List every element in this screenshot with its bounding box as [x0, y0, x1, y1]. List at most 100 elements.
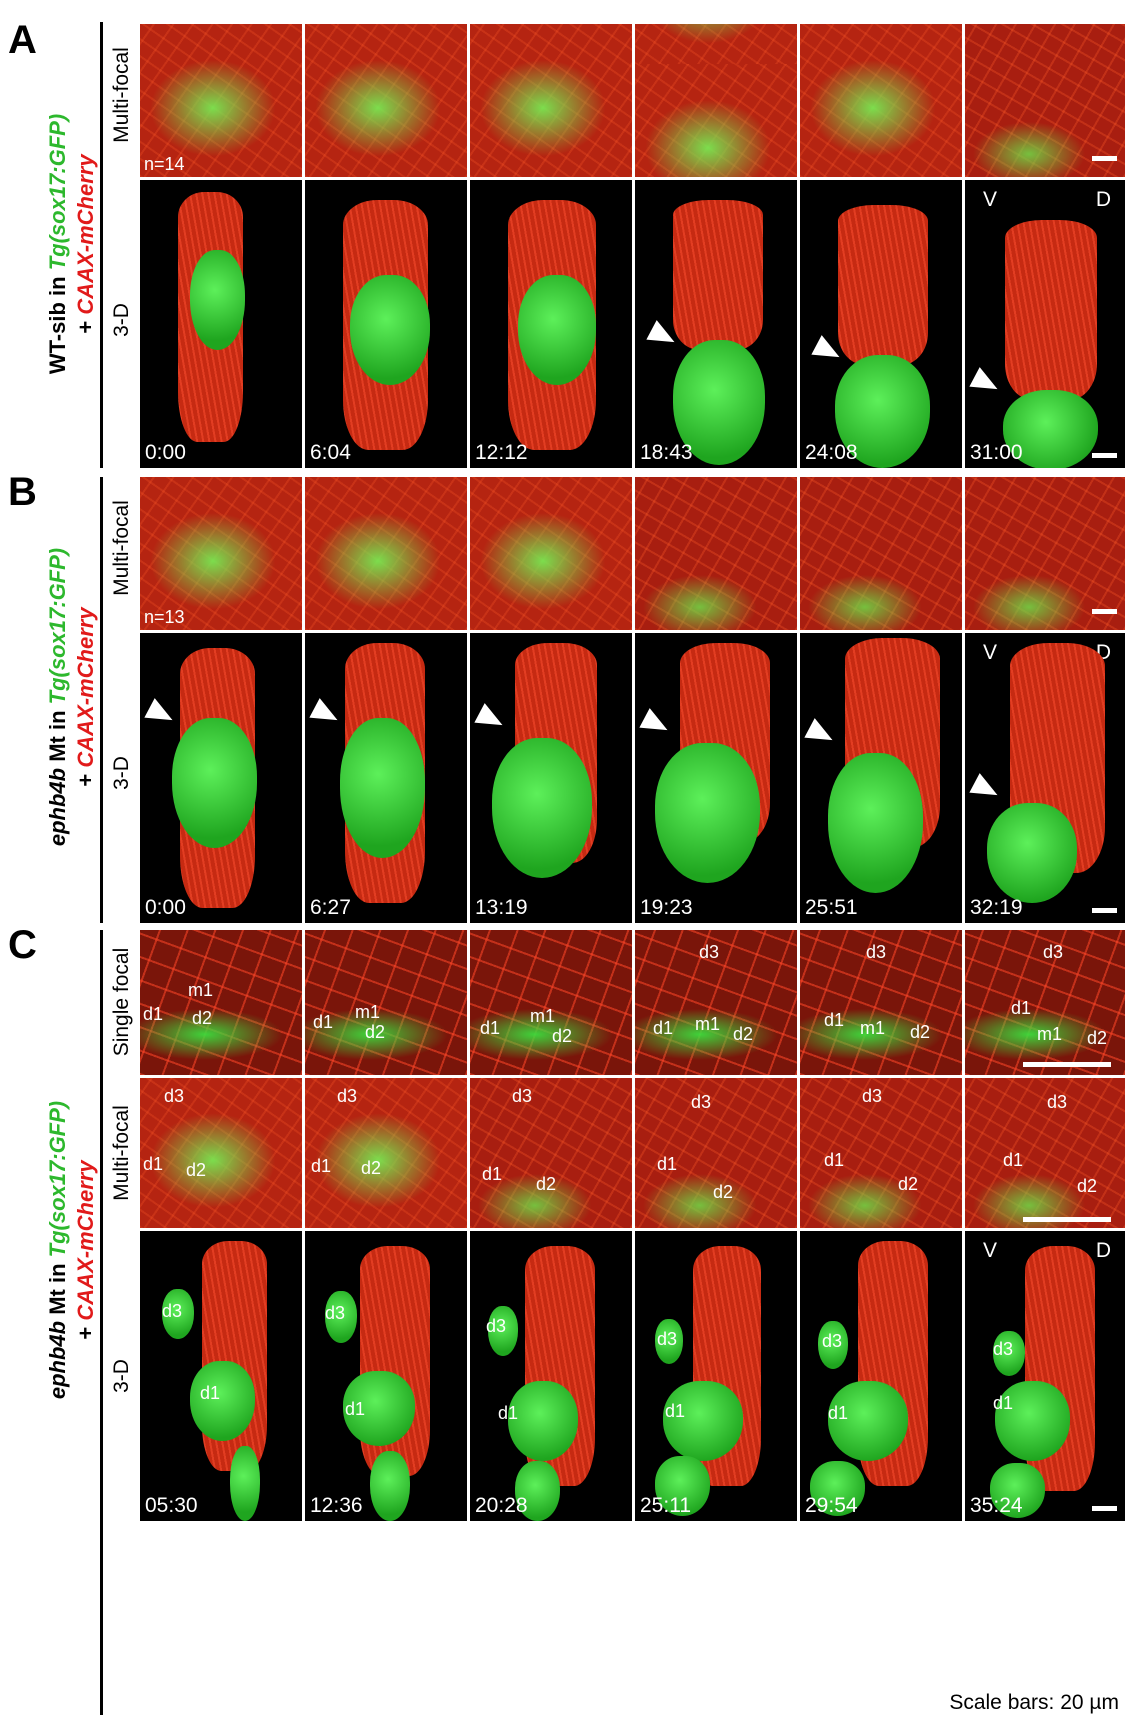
- arrowhead-icon: [804, 718, 838, 750]
- image-c-3d-5: d3 d1 29:54: [800, 1231, 962, 1521]
- cell-label-d1: d1: [143, 1154, 164, 1174]
- image-a-3d-3: 12:12: [470, 180, 632, 468]
- scale-bar: [1092, 1506, 1117, 1511]
- cell-label-d2: d2: [1087, 1028, 1108, 1048]
- image-b-multifocal-5: [800, 477, 962, 630]
- cell-label-d3: d3: [1047, 1092, 1068, 1112]
- image-a-multifocal-6: [965, 24, 1125, 177]
- panel-letter-c: C: [8, 923, 37, 967]
- cell-label-d3: d3: [822, 1331, 843, 1351]
- cell-label-d1: d1: [200, 1383, 221, 1403]
- ventral-label: V: [983, 1239, 998, 1262]
- time-label: 18:43: [640, 441, 693, 464]
- scale-bar: [1023, 1062, 1111, 1067]
- time-label: 05:30: [145, 1494, 198, 1517]
- image-c-singlefocal-4: d3 d1 m1 d2: [635, 930, 797, 1075]
- time-label: 13:19: [475, 896, 528, 919]
- time-label: 12:12: [475, 441, 528, 464]
- cell-label-d3: d3: [164, 1086, 185, 1106]
- cell-label-d1: d1: [653, 1018, 674, 1038]
- cell-label-d1: d1: [993, 1393, 1014, 1413]
- image-c-multifocal-5: d3 d1 d2: [800, 1078, 962, 1228]
- arrowhead-icon: [639, 708, 673, 740]
- image-c-3d-1: d3 d1 05:30: [140, 1231, 302, 1521]
- image-b-multifocal-1: n=13: [140, 477, 302, 630]
- image-c-3d-6: V D d3 d1 35:24: [965, 1231, 1125, 1521]
- ventral-label: V: [983, 641, 998, 664]
- image-b-3d-2: 6:27: [305, 633, 467, 923]
- image-b-multifocal-3: [470, 477, 632, 630]
- time-label: 29:54: [805, 1494, 858, 1517]
- time-label: 32:19: [970, 896, 1023, 919]
- scale-bar: [1023, 1217, 1111, 1222]
- image-c-3d-3: d3 d1 20:28: [470, 1231, 632, 1521]
- time-label: 0:00: [145, 441, 186, 464]
- time-label: 6:04: [310, 441, 351, 464]
- cell-label-d1: d1: [143, 1004, 164, 1024]
- cell-label-d2: d2: [713, 1182, 734, 1202]
- scale-bar: [1092, 156, 1117, 161]
- time-label: 25:11: [640, 1494, 691, 1517]
- cell-label-d1: d1: [1011, 998, 1032, 1018]
- scale-bar: [1092, 453, 1117, 458]
- scale-bar-caption: Scale bars: 20 µm: [949, 1691, 1119, 1714]
- sample-count-a: n=14: [144, 154, 185, 174]
- cell-label-d1: d1: [482, 1164, 503, 1184]
- cell-label-m1: m1: [695, 1014, 721, 1034]
- arrowhead-icon: [474, 703, 508, 735]
- image-c-singlefocal-2: m1 d1 d2: [305, 930, 467, 1075]
- image-c-3d-4: d3 d1 25:11: [635, 1231, 797, 1521]
- cell-label-m1: m1: [860, 1018, 886, 1038]
- cell-label-d2: d2: [552, 1026, 573, 1046]
- cell-label-d1: d1: [311, 1156, 332, 1176]
- image-b-3d-1: 0:00: [140, 633, 302, 923]
- scale-bar: [1092, 908, 1117, 913]
- cell-label-d2: d2: [361, 1158, 382, 1178]
- cell-label-d2: d2: [910, 1022, 931, 1042]
- time-label: 31:00: [970, 441, 1023, 464]
- cell-label-m1: m1: [1037, 1024, 1063, 1044]
- time-label: 35:24: [970, 1494, 1023, 1517]
- cell-label-d3: d3: [866, 942, 887, 962]
- image-b-3d-4: 19:23: [635, 633, 797, 923]
- dorsal-label: D: [1095, 188, 1111, 211]
- cell-label-d3: d3: [486, 1316, 507, 1336]
- image-c-multifocal-6: d3 d1 d2: [965, 1078, 1125, 1228]
- time-label: 0:00: [145, 896, 186, 919]
- image-b-3d-3: 13:19: [470, 633, 632, 923]
- image-a-multifocal-1: n=14: [140, 24, 302, 177]
- arrowhead-icon: [144, 698, 178, 730]
- cell-label-d2: d2: [733, 1024, 754, 1044]
- cell-label-d1: d1: [828, 1403, 849, 1423]
- cell-label-d2: d2: [365, 1022, 386, 1042]
- arrowhead-icon: [969, 367, 1003, 399]
- ventral-label: V: [983, 188, 998, 211]
- image-a-3d-5: 24:08: [800, 180, 962, 468]
- image-a-multifocal-2: [305, 24, 467, 177]
- cell-label-d1: d1: [824, 1010, 845, 1030]
- dorsal-label: D: [1095, 1239, 1111, 1262]
- cell-label-d3: d3: [862, 1086, 883, 1106]
- cell-label-d1: d1: [824, 1150, 845, 1170]
- cell-label-d3: d3: [657, 1329, 678, 1349]
- time-label: 12:36: [310, 1494, 363, 1517]
- image-a-3d-6: V D 31:00: [965, 180, 1125, 468]
- cell-label-d1: d1: [345, 1399, 366, 1419]
- arrowhead-icon: [309, 698, 343, 730]
- image-c-multifocal-4: d3 d1 d2: [635, 1078, 797, 1228]
- panel-letter-a: A: [8, 18, 37, 62]
- cell-label-d1: d1: [1003, 1150, 1024, 1170]
- cell-label-d3: d3: [337, 1086, 358, 1106]
- time-label: 19:23: [640, 896, 693, 919]
- cell-label-d1: d1: [657, 1154, 678, 1174]
- cell-label-d2: d2: [192, 1008, 213, 1028]
- image-c-multifocal-3: d3 d1 d2: [470, 1078, 632, 1228]
- image-c-singlefocal-1: m1 d1 d2: [140, 930, 302, 1075]
- image-b-3d-6: V D 32:19: [965, 633, 1125, 923]
- divider-line-c: [100, 930, 103, 1715]
- cell-label-m1: m1: [355, 1002, 381, 1022]
- cell-label-d2: d2: [1077, 1176, 1098, 1196]
- image-b-multifocal-4: [635, 477, 797, 630]
- image-a-3d-4: 18:43: [635, 180, 797, 468]
- time-label: 24:08: [805, 441, 858, 464]
